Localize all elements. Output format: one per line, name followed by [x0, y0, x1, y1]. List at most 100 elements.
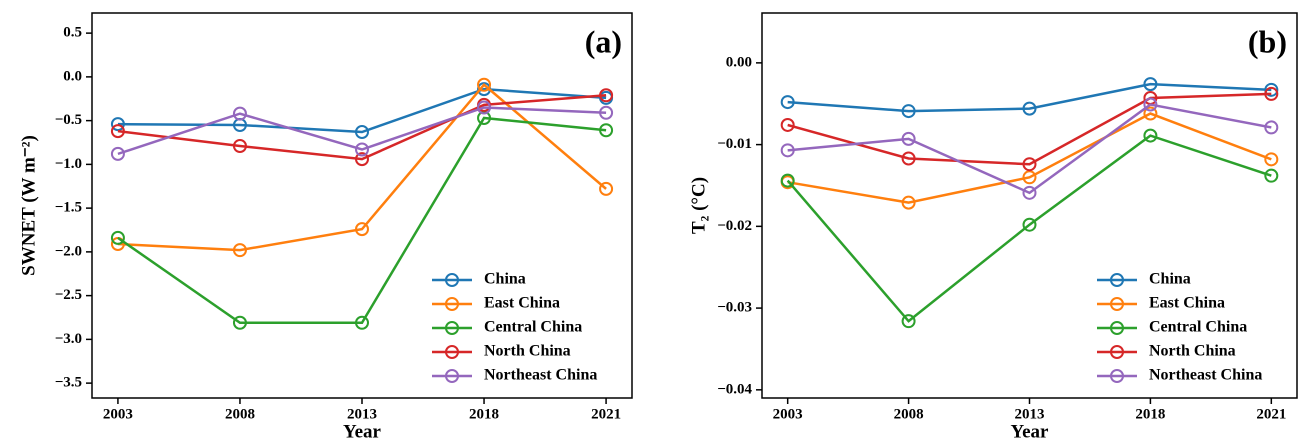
data-point — [110, 117, 125, 132]
series-line — [786, 134, 1272, 323]
series-line — [117, 94, 607, 161]
series-line — [117, 82, 607, 252]
data-point — [110, 146, 125, 161]
data-point — [1264, 120, 1279, 135]
data-point — [901, 314, 916, 329]
data-point — [1022, 185, 1037, 200]
x-axis-title: Year — [343, 421, 382, 442]
legend-label: North China — [484, 343, 571, 360]
series-line — [787, 92, 1272, 166]
legend-marker — [445, 369, 459, 383]
x-tick-label: 2008 — [225, 406, 255, 422]
data-point — [1264, 168, 1279, 183]
legend-marker — [1110, 369, 1124, 383]
data-point — [355, 222, 369, 237]
y-tick-label: 0.5 — [63, 25, 82, 41]
data-point — [599, 88, 614, 103]
legend-marker — [445, 321, 459, 335]
data-point — [1022, 217, 1037, 232]
data-point — [355, 152, 369, 167]
plot-frame — [91, 12, 633, 399]
y-tick-label: −0.5 — [55, 112, 82, 128]
panel-label: (a) — [585, 23, 622, 59]
legend-marker — [1110, 321, 1124, 335]
data-point — [901, 104, 916, 119]
y-tick-label: −2.5 — [55, 287, 82, 303]
y-tick-label: −0.02 — [717, 218, 752, 234]
legend-marker — [1110, 297, 1124, 311]
data-point — [1143, 106, 1158, 121]
legend-label: Central China — [484, 319, 582, 336]
x-tick-label: 2013 — [347, 406, 377, 422]
data-point — [1264, 86, 1279, 101]
x-tick-label: 2018 — [469, 406, 499, 422]
y-tick-label: 0.00 — [726, 54, 752, 70]
data-point — [110, 124, 125, 139]
x-tick-label: 2003 — [103, 406, 133, 422]
data-point — [232, 106, 247, 121]
legend-marker — [1110, 345, 1124, 359]
legend-label: Northeast China — [1149, 367, 1262, 384]
legend-marker — [445, 345, 459, 359]
y-tick-label: −0.04 — [717, 381, 752, 397]
data-point — [780, 143, 795, 158]
x-tick-label: 2021 — [591, 406, 621, 422]
data-point — [1264, 152, 1279, 167]
data-point — [477, 77, 492, 92]
data-point — [355, 142, 369, 157]
data-point — [901, 151, 916, 166]
y-axis-title: T₂ (°C) — [688, 177, 709, 234]
legend-label: Central China — [1149, 319, 1247, 336]
panel-label: (b) — [1248, 23, 1287, 59]
y-tick-label: −1.5 — [55, 200, 82, 216]
series-line — [117, 87, 607, 134]
legend-marker — [1110, 273, 1124, 287]
y-tick-label: −1.0 — [55, 156, 82, 172]
x-tick-label: 2018 — [1135, 406, 1165, 422]
x-tick-label: 2008 — [894, 406, 924, 422]
series-line — [787, 103, 1272, 195]
data-point — [1022, 157, 1037, 172]
legend-label: China — [1149, 271, 1191, 288]
y-tick-label: −2.0 — [55, 243, 82, 259]
data-point — [355, 125, 369, 139]
data-point — [1022, 101, 1037, 116]
legend-marker — [445, 273, 459, 287]
data-point — [355, 315, 369, 330]
data-point — [1143, 97, 1158, 112]
data-point — [110, 230, 125, 245]
y-tick-label: −0.03 — [717, 300, 752, 316]
data-point — [232, 243, 247, 258]
x-tick-label: 2021 — [1256, 406, 1286, 422]
data-point — [1022, 170, 1037, 185]
legend-marker — [445, 297, 459, 311]
y-axis-title: SWNET (W m⁻²) — [18, 135, 39, 276]
data-point — [477, 111, 492, 125]
y-tick-label: 0.0 — [63, 68, 82, 84]
data-point — [232, 315, 247, 330]
data-point — [780, 173, 795, 188]
data-point — [1143, 128, 1158, 143]
data-point — [901, 131, 916, 146]
data-point — [599, 105, 614, 120]
series-line — [117, 106, 607, 156]
series-line — [117, 116, 607, 324]
data-point — [599, 123, 614, 138]
x-axis-title: Year — [1011, 421, 1050, 442]
data-point — [780, 117, 795, 132]
data-point — [477, 100, 492, 115]
data-point — [599, 181, 614, 196]
data-point — [1143, 77, 1158, 92]
legend-label: China — [484, 271, 526, 288]
data-point — [1264, 82, 1279, 97]
data-point — [901, 195, 916, 210]
data-point — [780, 95, 795, 110]
data-point — [232, 139, 247, 153]
x-tick-label: 2003 — [773, 406, 803, 422]
legend-label: East China — [484, 295, 560, 312]
legend-label: East China — [1149, 295, 1225, 312]
y-tick-label: −0.01 — [717, 136, 752, 152]
series-line — [787, 112, 1272, 204]
y-tick-label: −3.5 — [55, 375, 82, 391]
